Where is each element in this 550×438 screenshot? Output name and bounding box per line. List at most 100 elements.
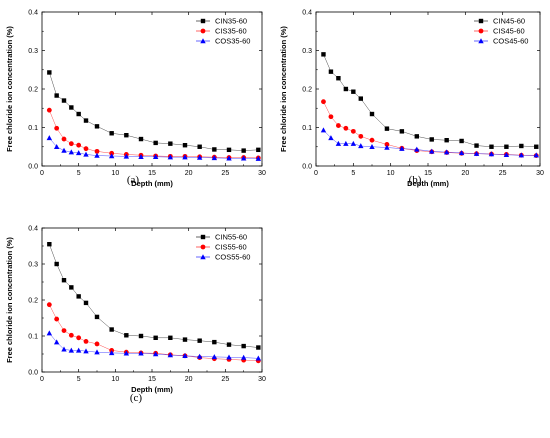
x-tick-label: 15 <box>148 376 156 383</box>
data-point <box>61 278 67 283</box>
data-point <box>68 347 75 353</box>
data-point <box>335 140 342 146</box>
y-tick-label: 0.4 <box>302 10 312 17</box>
data-point <box>75 150 82 156</box>
y-axis-label: Free chloride ion concentration (%) <box>5 26 14 152</box>
data-point <box>358 133 364 139</box>
data-point <box>69 105 74 110</box>
data-point <box>153 335 158 340</box>
y-tick-label: 0.3 <box>28 262 38 269</box>
x-tick-label: 25 <box>221 170 229 177</box>
x-tick-label: 10 <box>387 170 395 177</box>
chart-panel-1: 0 5 10 15 20 25 30 0.0 0.1 0.2 0.3 0.4 Depth (mm) Fre… <box>279 10 544 189</box>
data-point <box>54 125 60 131</box>
data-point <box>68 332 74 338</box>
data-point <box>108 153 115 159</box>
data-point <box>182 353 188 358</box>
chart-panel-2: 0 5 10 15 20 25 30 0.0 0.1 0.2 0.3 0.4 Depth (mm) Fre… <box>5 226 266 405</box>
data-point <box>168 141 173 146</box>
data-point <box>343 86 349 92</box>
legend-label: CIN45-60 <box>493 17 525 26</box>
data-point <box>123 153 130 159</box>
data-point <box>61 98 67 103</box>
data-point <box>489 144 494 149</box>
data-point <box>75 347 82 353</box>
y-tick-label: 0.3 <box>28 48 38 55</box>
data-point <box>46 330 53 336</box>
data-point <box>53 143 60 149</box>
x-tick-label: 5 <box>77 376 81 383</box>
x-tick-label: 15 <box>148 170 156 177</box>
y-tick-label: 0.0 <box>28 370 38 377</box>
series-line <box>49 72 259 151</box>
data-point <box>336 123 341 128</box>
data-point <box>167 154 174 160</box>
y-tick-label: 0.4 <box>28 226 38 233</box>
data-point <box>152 351 159 357</box>
data-point <box>336 76 341 81</box>
data-point <box>61 346 67 352</box>
data-point <box>226 147 232 153</box>
data-point <box>54 93 59 98</box>
data-point <box>124 333 129 338</box>
data-point <box>384 142 390 147</box>
x-tick-label: 5 <box>351 170 355 177</box>
data-point <box>350 128 356 134</box>
legend-marker <box>200 254 206 260</box>
data-point <box>83 151 89 157</box>
data-point <box>458 150 465 156</box>
x-tick-label: 15 <box>424 170 432 177</box>
data-point <box>196 154 203 160</box>
data-point <box>197 338 202 343</box>
x-axis-label: Depth (mm) <box>131 385 173 394</box>
data-point <box>47 242 52 247</box>
legend-label: CIS55-60 <box>215 243 247 252</box>
data-point <box>94 314 100 320</box>
data-point <box>152 153 159 159</box>
data-point <box>138 136 144 142</box>
data-point <box>46 107 52 113</box>
data-point <box>211 155 218 161</box>
x-tick-label: 0 <box>40 376 44 383</box>
data-point <box>68 149 75 155</box>
y-axis-label: Free chloride ion concentration (%) <box>279 26 288 152</box>
x-tick-label: 0 <box>40 170 44 177</box>
data-point <box>255 155 262 161</box>
legend-label: CIN55-60 <box>215 233 247 242</box>
data-point <box>61 147 67 153</box>
data-point <box>256 345 261 350</box>
data-point <box>196 353 203 359</box>
x-tick-label: 30 <box>536 170 544 177</box>
data-point <box>83 348 89 354</box>
data-point <box>212 147 217 152</box>
x-axis-label: Depth (mm) <box>131 179 173 188</box>
legend-marker <box>200 234 206 240</box>
y-tick-label: 0.1 <box>302 125 312 132</box>
data-point <box>459 138 464 144</box>
legend-label: COS45-60 <box>493 37 528 46</box>
data-point <box>197 144 202 149</box>
chart-panel-0: 0 5 10 15 20 25 30 0.0 0.1 0.2 0.3 0.4 Depth (mm) Fre… <box>5 10 266 189</box>
data-point <box>474 143 479 148</box>
data-point <box>351 89 356 94</box>
legend-marker <box>200 18 206 24</box>
panel-label: (a) <box>127 174 140 186</box>
data-point <box>343 125 349 131</box>
data-point <box>76 294 81 299</box>
x-tick-label: 5 <box>77 170 81 177</box>
x-tick-label: 20 <box>185 170 193 177</box>
data-point <box>241 343 246 349</box>
data-point <box>255 355 262 361</box>
data-point <box>168 335 173 340</box>
data-point <box>76 142 82 148</box>
data-point <box>320 127 327 133</box>
data-point <box>47 70 52 75</box>
y-tick-label: 0.2 <box>28 87 38 94</box>
x-tick-label: 30 <box>258 170 266 177</box>
data-point <box>328 69 334 74</box>
data-point <box>54 261 59 267</box>
x-tick-label: 30 <box>258 376 266 383</box>
data-point <box>429 137 434 142</box>
data-point <box>384 144 390 150</box>
